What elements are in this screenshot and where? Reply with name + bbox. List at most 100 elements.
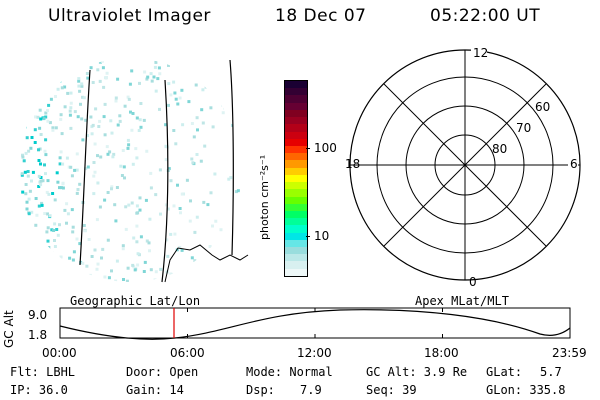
emission-pixel <box>154 60 158 64</box>
emission-pixel <box>39 133 43 136</box>
colorbar-segment <box>285 88 307 96</box>
emission-pixel <box>67 280 71 282</box>
mlat-label-80: 80 <box>492 142 507 156</box>
emission-pixel <box>103 102 107 106</box>
emission-pixel <box>223 106 227 110</box>
colorbar-tick-10: 10 <box>314 229 330 243</box>
emission-pixel <box>233 249 237 253</box>
emission-pixel <box>164 58 168 60</box>
emission-pixel <box>164 123 168 127</box>
emission-pixel <box>71 225 75 229</box>
emission-pixel <box>106 191 110 194</box>
mlt-label-12: 12 <box>473 46 488 60</box>
emission-pixel <box>143 260 147 264</box>
emission-pixel <box>227 177 231 181</box>
emission-pixel <box>88 273 92 277</box>
emission-pixel <box>40 201 44 205</box>
emission-pixel <box>190 256 194 260</box>
emission-pixel <box>96 262 100 266</box>
emission-pixel <box>48 79 52 83</box>
emission-pixel <box>37 159 41 162</box>
emission-pixel <box>43 84 47 88</box>
emission-pixel <box>131 112 135 115</box>
emission-pixel <box>60 132 64 136</box>
emission-pixel <box>91 81 95 84</box>
emission-pixel <box>118 114 122 118</box>
emission-pixel <box>177 278 181 281</box>
emission-pixel <box>74 66 78 70</box>
emission-pixel <box>58 156 62 160</box>
emission-pixel <box>21 108 25 112</box>
emission-pixel <box>58 223 61 227</box>
emission-pixel <box>136 211 140 215</box>
emission-pixel <box>153 278 157 282</box>
colorbar-segment <box>285 145 307 154</box>
emission-pixel <box>127 143 131 147</box>
emission-pixel <box>81 261 85 265</box>
emission-pixel <box>96 68 100 72</box>
emission-pixel <box>44 88 48 92</box>
emission-pixel <box>85 51 88 54</box>
emission-pixel <box>39 162 42 166</box>
emission-pixel <box>31 170 35 174</box>
emission-pixel <box>76 274 80 278</box>
emission-pixel <box>172 129 176 132</box>
emission-pixel <box>234 190 238 194</box>
emission-pixel <box>46 179 50 183</box>
emission-pixel <box>159 212 162 216</box>
emission-pixel <box>76 115 80 119</box>
emission-pixel <box>20 172 24 176</box>
emission-pixel <box>143 70 147 74</box>
emission-pixel <box>180 248 184 252</box>
emission-pixel <box>167 103 170 107</box>
status-seq: Seq: 39 <box>366 383 417 397</box>
emission-pixel <box>27 197 31 201</box>
emission-pixel <box>127 203 131 207</box>
emission-pixel <box>27 149 31 153</box>
time-tick-0600: 06:00 <box>170 346 205 360</box>
emission-pixel <box>44 51 47 54</box>
emission-pixel <box>193 259 197 263</box>
emission-pixel <box>75 191 79 195</box>
emission-pixel <box>161 54 164 57</box>
colorbar-segment <box>285 95 307 103</box>
emission-pixel <box>46 109 49 113</box>
emission-pixel <box>84 118 88 122</box>
emission-pixel <box>73 110 77 114</box>
emission-pixel <box>95 218 99 222</box>
emission-pixel <box>56 87 60 91</box>
geographic-caption: Geographic Lat/Lon <box>70 294 201 308</box>
emission-pixel <box>30 136 34 139</box>
emission-pixel <box>49 251 53 255</box>
emission-pixel <box>47 103 51 107</box>
emission-pixel <box>45 230 49 234</box>
emission-pixel <box>190 122 194 125</box>
emission-pixel <box>139 102 143 105</box>
emission-pixel <box>92 174 96 178</box>
emission-pixel <box>135 156 139 160</box>
emission-pixel <box>57 289 60 292</box>
emission-pixel <box>90 255 94 258</box>
emission-pixel <box>87 279 91 282</box>
emission-pixel <box>54 126 58 130</box>
emission-pixel <box>158 72 162 76</box>
emission-pixel <box>114 99 118 103</box>
emission-pixel <box>22 159 26 163</box>
emission-pixel <box>158 107 161 111</box>
emission-pixel <box>129 110 132 114</box>
mlat-label-60: 60 <box>535 100 550 114</box>
emission-pixel <box>193 230 197 234</box>
emission-pixel <box>164 144 168 148</box>
emission-pixel <box>77 77 81 81</box>
emission-pixel <box>149 171 153 175</box>
emission-pixel <box>77 283 80 286</box>
emission-pixel <box>127 97 131 101</box>
emission-pixel <box>148 217 152 221</box>
emission-pixel <box>37 174 41 178</box>
status-glat-label: GLat: <box>486 365 523 379</box>
emission-pixel <box>126 138 130 142</box>
emission-pixel <box>144 198 148 202</box>
emission-pixel <box>40 266 43 270</box>
emission-pixel <box>51 270 54 274</box>
emission-pixel <box>195 215 199 219</box>
